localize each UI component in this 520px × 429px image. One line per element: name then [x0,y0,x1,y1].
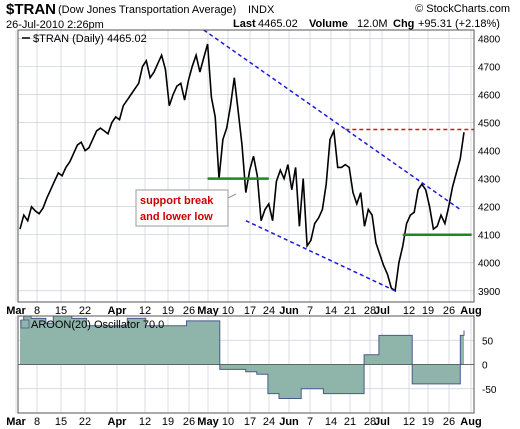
annotation-arrow [227,193,237,199]
price-x-tick-label: Jul [374,305,390,317]
osc-x-tick-label: 26 [183,416,195,428]
price-series-line [19,43,465,293]
price-x-tick-label: 17 [244,305,256,317]
osc-x-tick-label: 24 [263,416,275,428]
aroon-area [20,316,464,399]
upper-trendline [203,29,461,211]
price-y-tick-label: 4000 [478,259,501,270]
price-x-tick-label: 26 [443,305,455,317]
price-x-tick-label: 8 [34,305,40,317]
price-x-tick-label: 10 [222,305,234,317]
price-y-tick-label: 4700 [478,62,501,73]
price-y-tick-label: 3900 [478,287,501,298]
quote-volume-value: 12.0M [357,18,388,30]
osc-x-tick-label: 8 [34,416,40,428]
price-y-tick-label: 4400 [478,147,501,158]
price-x-tick-label: Mar [6,305,26,317]
annotation-line2: and lower low [140,211,213,223]
price-x-tick-label: Aug [460,305,481,317]
chart-title-symbol: $TRAN [6,1,57,18]
price-x-tick-label: Apr [108,305,128,317]
quote-volume-label: Volume [309,18,348,30]
osc-x-tick-label: 7 [307,416,313,428]
osc-x-tick-label: 22 [79,416,91,428]
osc-x-tick-label: Apr [108,416,128,428]
annotation-line1: support break [140,195,214,207]
osc-x-tick-label: 12 [403,416,415,428]
price-y-tick-label: 4800 [478,34,501,45]
price-x-tick-label: Jun [279,305,299,317]
legend-price-label: $TRAN (Daily) 4465.02 [33,33,147,45]
osc-x-tick-label: Mar [6,416,26,428]
price-x-tick-label: 22 [79,305,91,317]
price-x-tick-label: 24 [263,305,275,317]
osc-x-tick-label: 19 [422,416,434,428]
legend-osc-label: AROON(20) Oscillator 70.0 [31,319,164,331]
price-y-tick-label: 4100 [478,231,501,242]
price-x-tick-label: 19 [162,305,174,317]
price-y-tick-label: 4200 [478,203,501,214]
osc-x-tick-label: Jun [279,416,299,428]
osc-x-tick-label: 28 [364,416,376,428]
price-y-tick-label: 4300 [478,175,501,186]
lower-trendline [245,220,396,292]
price-x-tick-label: 7 [307,305,313,317]
quote-last-value: 4465.02 [258,18,298,30]
osc-x-tick-label: Jul [374,416,390,428]
price-x-tick-label: 28 [364,305,376,317]
osc-x-tick-label: 15 [55,416,67,428]
price-x-tick-label: 12 [139,305,151,317]
osc-x-tick-label: 26 [443,416,455,428]
osc-x-tick-label: Aug [460,416,481,428]
osc-x-tick-label: May [197,416,219,428]
osc-y-tick-label: 50 [482,336,494,347]
quote-last-label: Last [233,18,256,30]
osc-y-tick-label: 0 [482,361,488,372]
copyright-label: © StockCharts.com [415,3,510,15]
osc-x-tick-label: 10 [222,416,234,428]
price-y-tick-label: 4600 [478,90,501,101]
annotation-box [135,189,229,227]
chart-title-name: (Dow Jones Transportation Average) [58,4,237,16]
price-y-tick-label: 4500 [478,119,501,130]
aroon-line [20,316,465,399]
price-x-tick-label: May [197,305,219,317]
osc-y-tick-label: -50 [482,385,497,396]
price-x-tick-label: 12 [403,305,415,317]
osc-x-tick-label: 14 [325,416,337,428]
exchange-label: INDX [248,4,275,16]
legend-osc-swatch [20,319,30,329]
osc-x-tick-label: 12 [139,416,151,428]
price-x-tick-label: 26 [183,305,195,317]
price-x-tick-label: 21 [344,305,356,317]
price-x-tick-label: 14 [325,305,337,317]
price-x-tick-label: 19 [422,305,434,317]
quote-chg-value: +95.31 (+2.18%) [418,18,500,30]
osc-x-tick-label: 21 [344,416,356,428]
osc-x-tick-label: 19 [162,416,174,428]
osc-x-tick-label: 17 [244,416,256,428]
quote-date: 26-Jul-2010 2:26pm [6,19,104,31]
price-x-tick-label: 15 [55,305,67,317]
quote-chg-label: Chg [393,18,415,30]
